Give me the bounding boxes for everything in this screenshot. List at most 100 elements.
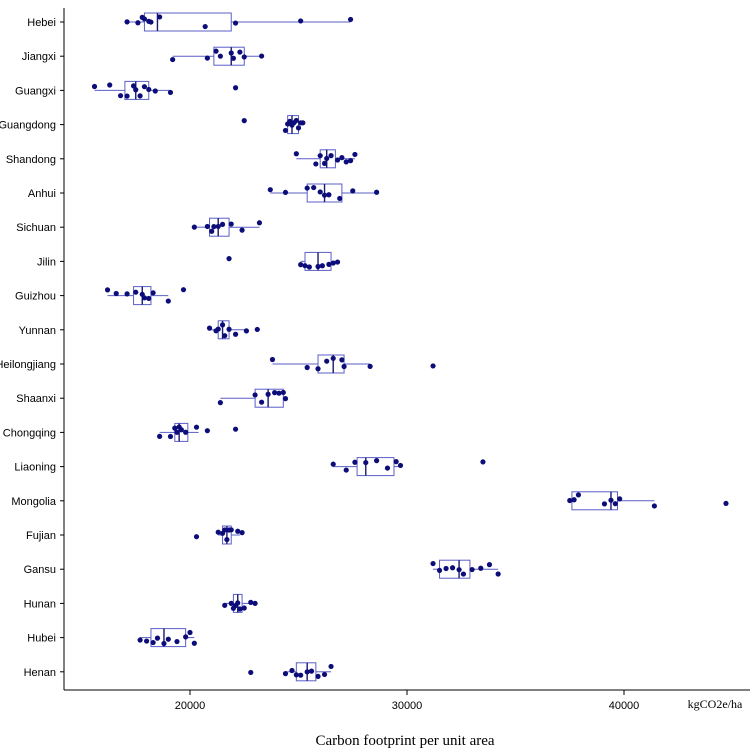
data-point: [282, 189, 289, 196]
data-point: [137, 93, 143, 99]
data-point: [167, 433, 174, 440]
data-point: [228, 600, 234, 606]
data-point: [321, 192, 328, 198]
data-point: [228, 50, 234, 56]
data-point: [232, 426, 239, 432]
data-point: [165, 636, 171, 642]
category-label: Chongqing: [3, 427, 56, 439]
data-point: [154, 635, 161, 641]
x-axis-unit-label: kgCO2e/ha: [688, 697, 743, 711]
data-point: [334, 157, 341, 163]
data-point: [478, 565, 484, 571]
data-point: [374, 458, 380, 464]
data-point: [293, 117, 299, 124]
data-point: [324, 155, 330, 162]
row-liaoning: Liaoning: [14, 457, 486, 477]
data-point: [311, 184, 317, 191]
row-jilin: Jilin: [37, 251, 341, 271]
data-point: [180, 287, 187, 293]
row-hunan: Hunan: [24, 593, 258, 613]
data-point: [241, 54, 247, 60]
category-label: Yunnan: [19, 325, 56, 337]
data-point: [430, 560, 436, 567]
data-point: [304, 364, 310, 371]
data-point: [317, 189, 323, 195]
data-point: [328, 153, 334, 159]
box-rows: Hebei Jiangxi Guangxi Guangdong Shandong Anhu…: [0, 12, 729, 682]
data-point: [302, 263, 308, 269]
data-point: [202, 23, 208, 30]
data-point: [248, 599, 254, 605]
data-point: [374, 189, 380, 195]
data-point: [206, 325, 213, 331]
data-point: [343, 467, 349, 473]
data-point: [313, 161, 319, 167]
category-label: Hubei: [27, 633, 56, 645]
data-point: [267, 187, 273, 193]
x-tick-label: 40000: [609, 700, 640, 712]
data-point: [651, 503, 657, 509]
data-point: [117, 93, 124, 99]
data-point: [339, 155, 345, 161]
data-point: [469, 566, 475, 573]
data-point: [237, 606, 243, 612]
row-henan: Henan: [24, 662, 334, 682]
data-point: [150, 290, 156, 296]
box: [295, 662, 317, 682]
data-point: [293, 672, 299, 678]
data-point: [315, 673, 321, 679]
data-point: [157, 433, 163, 439]
data-point: [352, 459, 358, 465]
category-label: Hunan: [24, 598, 56, 610]
data-point: [384, 465, 391, 471]
data-point: [347, 158, 354, 164]
row-mongolia: Mongolia: [11, 491, 729, 511]
data-point: [269, 356, 276, 363]
data-point: [161, 640, 167, 647]
data-point: [226, 326, 232, 332]
row-fujian: Fujian: [26, 525, 245, 545]
data-point: [237, 49, 243, 55]
data-point: [306, 264, 312, 270]
data-point: [124, 93, 130, 99]
row-anhui: Anhui: [28, 183, 380, 203]
row-shaanxi: Shaanxi: [16, 388, 289, 408]
data-point: [326, 192, 332, 198]
data-point: [449, 565, 456, 571]
category-label: Shandong: [6, 154, 56, 166]
category-label: Sichuan: [16, 222, 56, 234]
data-point: [347, 16, 354, 23]
data-point: [363, 459, 369, 466]
data-point: [183, 634, 189, 640]
data-point: [486, 562, 493, 568]
data-point: [256, 220, 263, 226]
category-label: Guizhou: [15, 291, 56, 303]
data-point: [282, 396, 289, 402]
data-point: [228, 221, 234, 227]
data-point: [282, 127, 289, 134]
data-point: [113, 290, 119, 297]
row-guangxi: Guangxi: [15, 80, 239, 100]
data-point: [456, 567, 462, 573]
box: [356, 457, 395, 477]
data-point: [334, 259, 341, 265]
axes: [63, 8, 750, 691]
data-point: [723, 500, 729, 507]
data-point: [343, 159, 349, 165]
data-point: [254, 326, 260, 333]
data-point: [239, 227, 245, 233]
data-point: [204, 428, 210, 434]
data-point: [304, 185, 310, 191]
data-point: [567, 497, 573, 504]
category-label: Heilongjiang: [0, 359, 56, 371]
category-label: Mongolia: [11, 496, 57, 508]
data-point: [215, 223, 221, 230]
data-point: [367, 363, 373, 369]
category-label: Guangdong: [0, 120, 56, 132]
data-point: [282, 671, 289, 677]
x-axis-title: Carbon footprint per unit area: [315, 733, 494, 749]
data-point: [272, 390, 278, 396]
data-point: [330, 461, 336, 467]
data-point: [298, 18, 304, 24]
data-point: [330, 355, 336, 361]
